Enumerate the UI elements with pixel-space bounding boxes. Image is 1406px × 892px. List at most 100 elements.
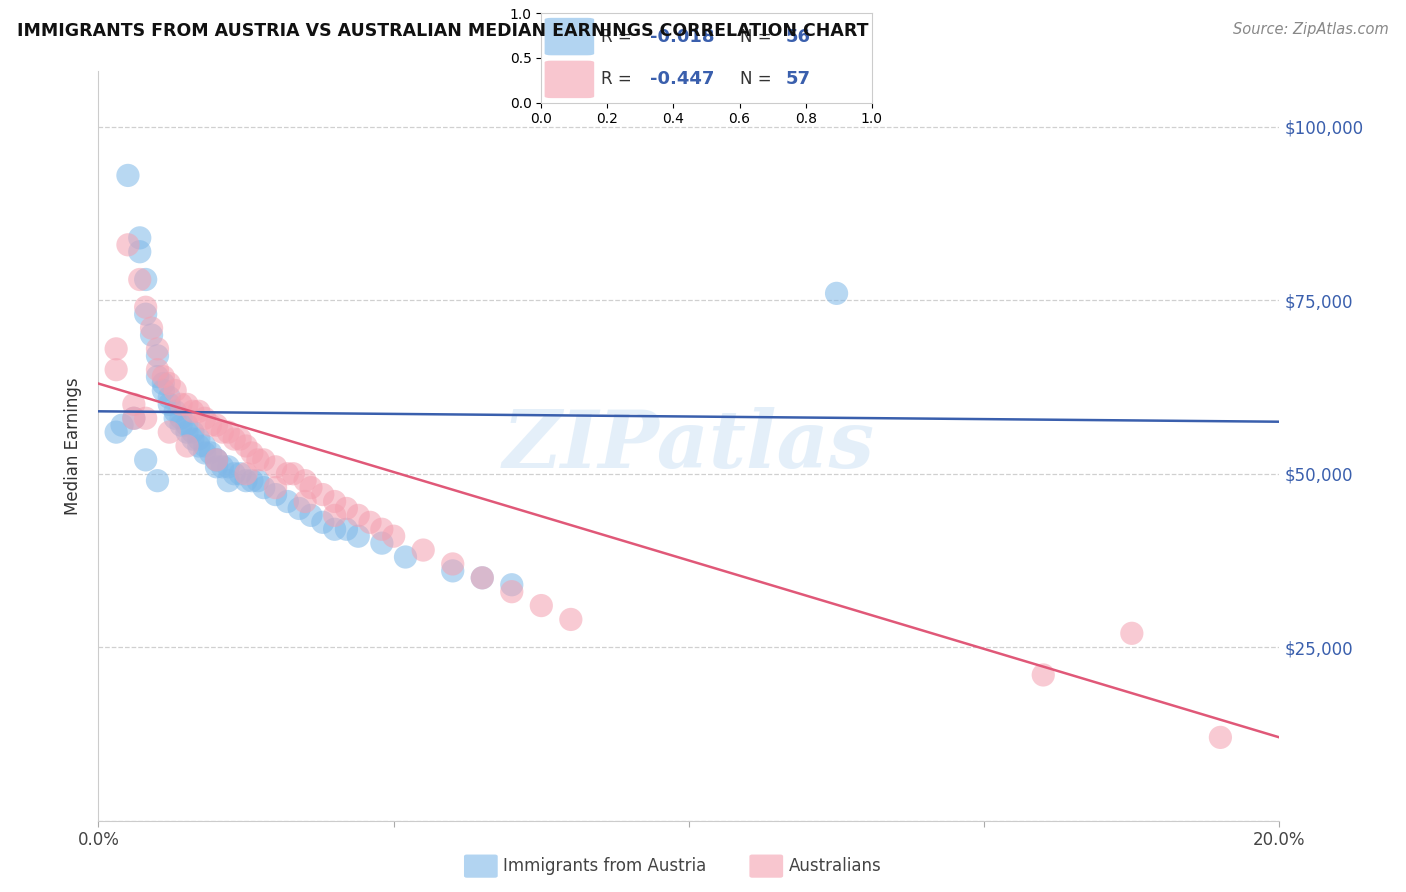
Text: ZIPatlas: ZIPatlas [503, 408, 875, 484]
Point [187, 432, 209, 446]
Point [211, 459, 233, 474]
Point [394, 549, 416, 564]
Point [128, 244, 150, 259]
Point [211, 425, 233, 439]
Point [152, 384, 174, 398]
Point [235, 439, 257, 453]
Text: N =: N = [740, 28, 776, 45]
Text: Immigrants from Austria: Immigrants from Austria [503, 857, 707, 875]
Point [141, 321, 163, 335]
Point [111, 418, 134, 433]
Point [181, 432, 204, 446]
Point [335, 501, 357, 516]
Point [170, 397, 193, 411]
Point [135, 453, 157, 467]
Point [128, 231, 150, 245]
Point [294, 474, 316, 488]
Point [530, 599, 553, 613]
Point [146, 342, 169, 356]
Text: 57: 57 [786, 70, 811, 88]
Point [117, 237, 139, 252]
Point [157, 425, 180, 439]
Point [299, 481, 322, 495]
Point [240, 474, 263, 488]
Point [176, 425, 198, 439]
Point [264, 487, 287, 501]
Point [205, 453, 228, 467]
Point [217, 425, 239, 439]
Point [441, 557, 464, 571]
Point [135, 272, 157, 286]
Text: Source: ZipAtlas.com: Source: ZipAtlas.com [1233, 22, 1389, 37]
Point [347, 508, 370, 523]
Point [205, 453, 228, 467]
Point [323, 522, 346, 536]
Point [253, 453, 276, 467]
Point [152, 376, 174, 391]
Point [157, 391, 180, 405]
Point [141, 328, 163, 343]
Text: -0.447: -0.447 [651, 70, 714, 88]
Point [105, 362, 128, 376]
FancyBboxPatch shape [544, 18, 595, 55]
Point [264, 481, 287, 495]
Point [246, 453, 269, 467]
Point [501, 584, 523, 599]
Point [170, 411, 193, 425]
Point [224, 432, 246, 446]
Point [165, 404, 187, 418]
Point [294, 494, 316, 508]
Text: IMMIGRANTS FROM AUSTRIA VS AUSTRALIAN MEDIAN EARNINGS CORRELATION CHART: IMMIGRANTS FROM AUSTRIA VS AUSTRALIAN ME… [17, 22, 869, 40]
Point [312, 487, 335, 501]
Point [152, 369, 174, 384]
Point [335, 522, 357, 536]
Text: R =: R = [600, 28, 637, 45]
Point [323, 508, 346, 523]
Point [176, 397, 198, 411]
Point [371, 522, 394, 536]
Point [135, 411, 157, 425]
Point [347, 529, 370, 543]
Point [371, 536, 394, 550]
Point [176, 418, 198, 433]
Text: Australians: Australians [789, 857, 882, 875]
Text: 56: 56 [786, 28, 811, 45]
Point [135, 300, 157, 314]
Point [187, 404, 209, 418]
Point [205, 418, 228, 433]
Point [312, 516, 335, 530]
Point [194, 411, 217, 425]
Text: N =: N = [740, 70, 776, 88]
Point [229, 432, 252, 446]
Point [382, 529, 405, 543]
Point [146, 362, 169, 376]
Point [501, 578, 523, 592]
Point [122, 411, 145, 425]
Point [205, 453, 228, 467]
Point [235, 467, 257, 481]
Point [288, 501, 311, 516]
Point [283, 467, 305, 481]
Point [323, 494, 346, 508]
Y-axis label: Median Earnings: Median Earnings [65, 377, 83, 515]
Point [359, 516, 381, 530]
Point [117, 169, 139, 183]
Point [181, 425, 204, 439]
Point [825, 286, 848, 301]
Point [412, 543, 434, 558]
Point [253, 481, 276, 495]
Point [264, 459, 287, 474]
Point [200, 418, 222, 433]
Point [1121, 626, 1143, 640]
Point [122, 411, 145, 425]
Point [276, 494, 298, 508]
Point [146, 474, 169, 488]
Point [181, 404, 204, 418]
Point [246, 474, 269, 488]
Point [1209, 731, 1232, 745]
Point [205, 459, 228, 474]
Point [240, 446, 263, 460]
Point [217, 474, 239, 488]
Point [235, 474, 257, 488]
Point [471, 571, 494, 585]
